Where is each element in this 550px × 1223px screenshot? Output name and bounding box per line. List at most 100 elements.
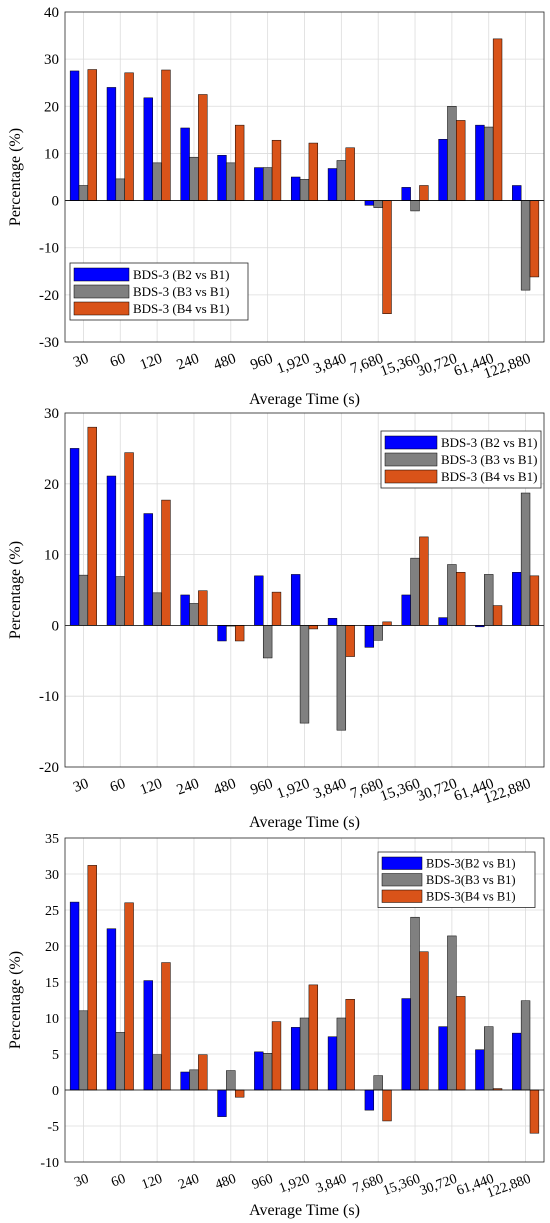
y-tick-label: 10 <box>44 548 59 564</box>
bar-series-2-60 <box>115 1032 125 1091</box>
bar-series-2-480 <box>226 162 236 201</box>
bar-series-1-240 <box>180 1071 190 1091</box>
bar-series-2-61440 <box>484 126 494 201</box>
x-tick-label: 120 <box>140 1172 165 1193</box>
bar-series-1-480 <box>217 1089 227 1117</box>
bar-series-2-15360 <box>410 200 420 212</box>
y-tick-label: 30 <box>44 52 59 68</box>
y-tick-label: -10 <box>39 689 59 705</box>
bar-series-3-3840 <box>345 147 355 201</box>
bar-series-2-960 <box>262 1053 273 1091</box>
bar-series-1-61440 <box>475 1049 485 1091</box>
bar-series-2-240 <box>189 156 199 201</box>
bar-series-3-3840 <box>345 999 355 1091</box>
y-tick-label: 0 <box>52 618 60 634</box>
x-tick-label: 960 <box>248 351 275 374</box>
bar-series-1-120 <box>143 513 153 626</box>
y-axis-label: Percentage (%) <box>7 128 24 226</box>
x-tick-label: 3,840 <box>314 1172 349 1197</box>
bar-series-1-7680 <box>364 200 375 206</box>
bar-series-1-122880 <box>512 572 522 626</box>
y-tick-label: 40 <box>44 5 59 21</box>
x-tick-label: 15,360 <box>381 1172 422 1199</box>
legend-label: BDS-3 (B2 vs B1) <box>441 435 537 450</box>
bar-series-2-30720 <box>447 564 457 626</box>
bar-series-1-61440 <box>475 124 485 201</box>
bar-series-2-122880 <box>520 200 531 291</box>
x-tick-label: 3,840 <box>312 776 349 803</box>
y-axis-label: Percentage (%) <box>7 951 24 1049</box>
bar-series-1-30 <box>69 70 80 201</box>
bar-series-3-60 <box>124 452 134 626</box>
legend-swatch <box>381 856 423 870</box>
x-tick-label: 30 <box>71 776 91 796</box>
legend-swatch <box>384 452 438 467</box>
y-tick-label: -5 <box>47 1120 59 1135</box>
bar-series-2-480 <box>226 1070 236 1091</box>
x-tick-label: 480 <box>212 776 239 799</box>
bar-series-2-3840 <box>336 160 347 201</box>
bar-series-3-480 <box>234 124 245 201</box>
legend-label: BDS-3 (B2 vs B1) <box>133 267 229 282</box>
plot-frame <box>64 412 545 768</box>
legend: BDS-3(B2 vs B1) BDS-3(B3 vs B1) BDS-3(B4 v… <box>377 851 536 908</box>
bar-series-2-1920 <box>299 179 310 201</box>
bar-series-3-61440 <box>492 605 503 626</box>
bar-series-3-30 <box>87 69 97 201</box>
bar-series-1-15360 <box>401 998 411 1091</box>
bars <box>69 865 540 1134</box>
x-tick-label: 30,720 <box>418 1172 459 1199</box>
y-tick-labels: -20 -10 0 10 20 30 <box>39 406 59 776</box>
chart-panel-1: -30 -20 -10 0 10 20 30 40 30 60 120 240 480 960 1,920 3… <box>7 5 545 408</box>
bar-series-2-120 <box>152 1054 162 1091</box>
bar-series-3-61440 <box>492 38 503 201</box>
bar-series-2-960 <box>262 625 273 659</box>
bar-series-3-240 <box>198 590 208 626</box>
legend-swatch <box>384 435 438 450</box>
bar-series-1-60 <box>106 87 117 201</box>
x-tick-label: 30 <box>73 1172 91 1191</box>
bar-series-3-30720 <box>456 572 466 626</box>
bar-series-3-122880 <box>529 1089 540 1134</box>
bar-series-3-30720 <box>456 120 466 201</box>
x-tick-label: 1,920 <box>277 1172 312 1197</box>
y-tick-label: 5 <box>52 1048 59 1063</box>
bar-series-2-61440 <box>484 574 494 626</box>
bar-series-1-960 <box>254 575 264 626</box>
bar-series-1-60 <box>106 475 117 626</box>
x-tick-label: 1,920 <box>275 776 312 803</box>
x-tick-label: 120 <box>138 776 165 799</box>
x-tick-labels: 30 60 120 240 480 960 1,920 3,840 7,68015,36030,… <box>71 776 533 808</box>
y-tick-label: 20 <box>44 477 59 493</box>
bar-series-1-1920 <box>290 1027 301 1091</box>
legend-swatch <box>73 301 130 316</box>
bar-series-3-120 <box>161 499 171 626</box>
bar-series-3-120 <box>161 962 171 1091</box>
bar-series-1-30720 <box>438 617 448 626</box>
y-tick-label: 20 <box>44 99 59 115</box>
bar-series-1-15360 <box>401 594 411 626</box>
bar-series-2-7680 <box>373 1075 383 1091</box>
bar-series-2-120 <box>152 162 162 201</box>
chart-panel-3: -10 -5 0 5 10 15 20 25 30 35 30 60 120 240 480 960 1,920… <box>7 832 545 1219</box>
x-tick-label: 120 <box>138 351 165 374</box>
legend-label: BDS-3(B3 vs B1) <box>426 873 516 887</box>
bar-series-3-7680 <box>382 1089 392 1122</box>
bar-series-1-240 <box>180 594 190 626</box>
plot-frame <box>64 11 545 343</box>
bar-series-2-60 <box>115 178 125 201</box>
y-tick-label: -30 <box>39 335 59 351</box>
bar-series-2-7680 <box>373 200 383 208</box>
bar-series-3-7680 <box>382 200 392 314</box>
bar-series-3-240 <box>198 94 208 201</box>
bar-series-2-15360 <box>410 557 420 626</box>
x-tick-label: 60 <box>108 776 128 796</box>
bar-series-3-60 <box>124 902 134 1091</box>
bar-series-1-960 <box>254 1051 264 1091</box>
bar-series-3-960 <box>271 1021 282 1091</box>
bar-series-2-7680 <box>373 625 383 641</box>
bar-series-3-120 <box>161 69 171 201</box>
bar-series-3-60 <box>124 72 134 201</box>
